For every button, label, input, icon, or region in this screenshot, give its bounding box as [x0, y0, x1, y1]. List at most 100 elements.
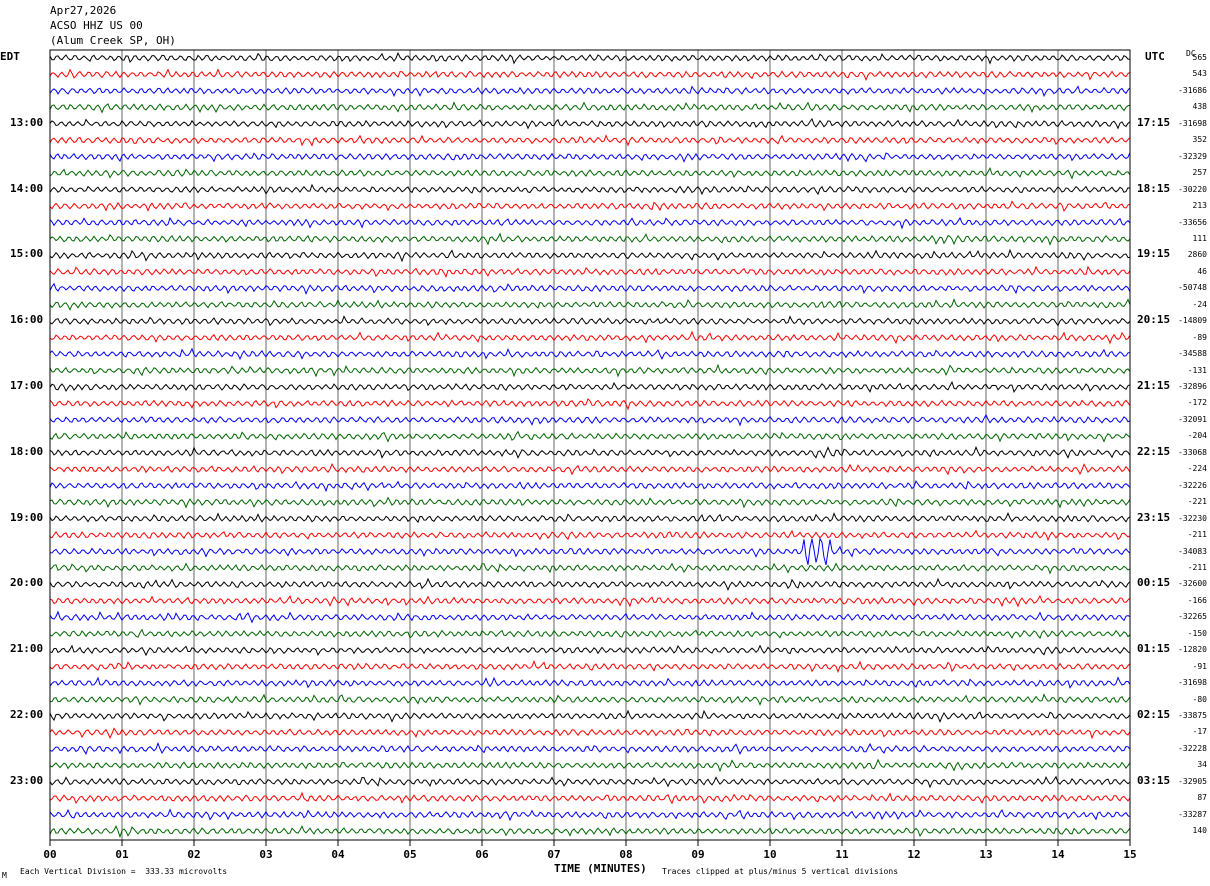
x-tick-label: 05 [403, 848, 416, 861]
dc-offset-label: 438 [1192, 102, 1207, 112]
dc-offset-label: -32228 [1178, 743, 1207, 753]
right-hour-label: 00:15 [1137, 576, 1171, 590]
right-hour-label: 21:15 [1137, 379, 1171, 392]
seismic-trace [49, 183, 1131, 196]
dc-offset-label: -32226 [1178, 480, 1207, 490]
seismic-trace [49, 166, 1131, 180]
dc-offset-label: -31686 [1178, 85, 1207, 95]
x-tick-label: 10 [763, 848, 776, 861]
left-hour-label: 17:00 [10, 379, 44, 392]
dc-offset-label: -211 [1187, 530, 1207, 540]
x-axis-ticks: 00 01 02 03 04 05 06 07 08 09 10 11 12 13 14 15 [43, 840, 1137, 861]
left-hour-label: 14:00 [10, 181, 44, 195]
seismic-trace [49, 298, 1131, 311]
corner-mark: M [2, 871, 7, 880]
left-hour-label: 15:00 [10, 247, 44, 261]
seismic-trace [49, 825, 1131, 839]
seismic-trace [49, 594, 1131, 608]
dc-offset-label: 352 [1192, 135, 1207, 145]
seismic-trace [49, 51, 1131, 65]
seismic-trace [49, 134, 1131, 147]
dc-offset-label: -33875 [1178, 711, 1207, 720]
right-timezone-label: UTC [1145, 50, 1165, 63]
dc-offset-label: -33068 [1178, 447, 1207, 457]
dc-offset-label: -33287 [1178, 809, 1207, 819]
dc-offset-label: -172 [1187, 398, 1207, 408]
dc-offset-label: -12820 [1178, 645, 1207, 655]
seismic-trace [49, 709, 1131, 724]
dc-offset-label: -32896 [1178, 382, 1207, 391]
seismic-trace [49, 347, 1131, 361]
dc-offset-label: -30220 [1178, 184, 1207, 194]
dc-offset-label: -80 [1192, 694, 1207, 704]
seismic-trace [49, 430, 1131, 443]
right-hour-label: 22:15 [1137, 444, 1171, 458]
seismic-trace [49, 659, 1131, 674]
dc-offset-label: 87 [1197, 793, 1207, 803]
seismic-trace [49, 248, 1131, 263]
dc-offset-label: 257 [1192, 168, 1207, 178]
dc-offset-label: 565 [1192, 53, 1207, 62]
seismic-trace [49, 216, 1131, 230]
seismic-trace [49, 537, 1131, 566]
seismic-trace [49, 741, 1131, 756]
seismic-trace [49, 101, 1131, 114]
left-hour-label: 18:00 [10, 444, 44, 458]
dc-offset-label: -32091 [1178, 414, 1207, 424]
dc-offset-label: -131 [1187, 365, 1207, 375]
dc-offset-label: -166 [1187, 595, 1207, 605]
x-tick-label: 03 [259, 848, 272, 861]
x-tick-label: 01 [115, 848, 129, 861]
seismic-trace [49, 512, 1131, 524]
seismic-trace [49, 380, 1131, 394]
seismic-trace [49, 200, 1131, 212]
right-hour-label: 20:15 [1137, 313, 1171, 327]
x-tick-label: 06 [475, 848, 489, 861]
dc-offset-label: 543 [1192, 69, 1207, 79]
dc-offset-label: -31698 [1178, 118, 1207, 128]
seismic-trace [49, 85, 1131, 98]
seismic-trace [49, 529, 1131, 542]
seismic-trace [49, 496, 1131, 509]
right-hour-label: 19:15 [1137, 247, 1171, 261]
seismic-trace [49, 330, 1131, 345]
dc-offset-label: -32329 [1178, 151, 1207, 161]
left-hour-label: 22:00 [10, 708, 44, 721]
dc-offset-label: -31698 [1178, 678, 1207, 688]
dc-offset-label: -17 [1192, 727, 1207, 737]
seismic-trace [49, 808, 1131, 822]
seismic-trace [49, 610, 1131, 624]
right-hour-label: 23:15 [1137, 510, 1171, 524]
seismic-trace [49, 577, 1131, 591]
dc-offset-label: -34588 [1178, 349, 1207, 359]
seismic-trace [49, 282, 1131, 296]
dc-offset-label: 213 [1192, 201, 1207, 211]
header-station: ACSO HHZ US 00 [50, 19, 143, 32]
x-tick-label: 12 [907, 848, 920, 861]
seismic-trace [49, 445, 1131, 459]
dc-offset-label: -34083 [1178, 546, 1207, 556]
x-tick-label: 08 [619, 848, 632, 861]
seismic-trace [49, 644, 1131, 657]
seismic-trace [49, 791, 1131, 805]
x-tick-label: 09 [691, 848, 704, 861]
dc-offset-label: -32905 [1178, 776, 1207, 786]
dc-offset-label: 140 [1192, 826, 1207, 836]
x-tick-label: 00 [43, 848, 56, 861]
x-tick-label: 15 [1123, 848, 1136, 861]
x-tick-label: 02 [187, 848, 200, 861]
scale-note: Each Vertical Division = 333.33 microvol… [20, 867, 228, 876]
clip-note: Traces clipped at plus/minus 5 vertical … [662, 867, 899, 876]
dc-offset-label: 46 [1197, 266, 1207, 276]
x-tick-label: 14 [1051, 848, 1065, 861]
left-timezone-label: EDT [0, 50, 20, 63]
seismic-trace [49, 265, 1131, 278]
dc-offset-label: -91 [1192, 661, 1207, 671]
right-hour-label: 18:15 [1137, 181, 1171, 195]
dc-offset-label: -14809 [1178, 316, 1207, 326]
seismic-trace [49, 479, 1131, 493]
dc-offset-label: 111 [1192, 233, 1207, 243]
plot-frame [49, 49, 1131, 841]
seismic-trace [49, 413, 1131, 427]
